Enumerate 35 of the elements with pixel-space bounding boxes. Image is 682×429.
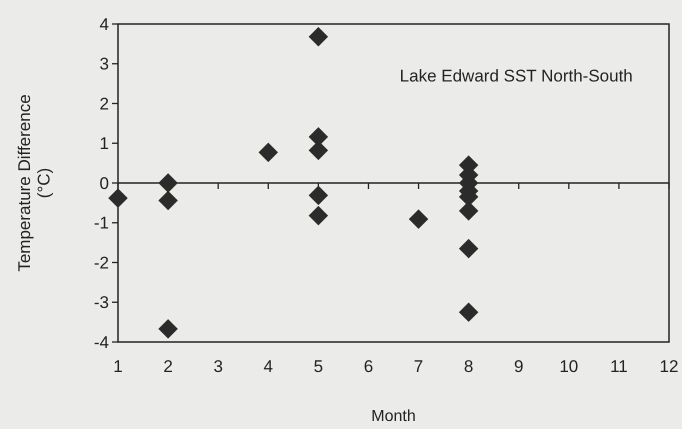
y-tick-label: -3: [94, 293, 109, 312]
y-tick-label: 3: [100, 54, 109, 74]
y-tick-label: -4: [94, 332, 109, 352]
point: [158, 190, 178, 210]
x-tick-label: 12: [660, 357, 678, 376]
x-tick-label: 10: [559, 357, 578, 376]
y-tick-label: -1: [94, 214, 109, 233]
point: [308, 206, 328, 226]
point: [308, 186, 328, 206]
point: [458, 238, 478, 258]
point: [458, 302, 478, 322]
x-tick-label: 7: [414, 357, 424, 376]
point: [158, 173, 178, 193]
x-tick-label: 2: [163, 357, 173, 376]
y-tick-label: 4: [100, 14, 109, 34]
x-axis-title: Month: [371, 408, 416, 425]
x-tick-label: 5: [314, 357, 324, 376]
x-tick-label: 3: [213, 357, 223, 376]
x-tick-label: 6: [364, 357, 374, 376]
point: [408, 209, 428, 229]
y-tick-label: -2: [94, 253, 109, 272]
y-tick-label: 2: [100, 94, 109, 114]
point: [308, 26, 328, 46]
x-tick-label: 11: [610, 357, 628, 376]
x-tick-label: 4: [264, 357, 274, 376]
y-tick-label: 0: [100, 174, 109, 193]
x-tick-label: 1: [113, 357, 123, 376]
point: [258, 142, 278, 162]
x-tick-label: 8: [464, 357, 474, 376]
point: [158, 319, 178, 339]
point: [108, 188, 128, 208]
y-tick-label: 1: [100, 134, 109, 154]
y-axis-title: Temperature Difference (°C): [15, 94, 54, 272]
x-tick-label: 9: [514, 357, 524, 376]
text: Lake Edward SST North-South: [400, 66, 633, 86]
